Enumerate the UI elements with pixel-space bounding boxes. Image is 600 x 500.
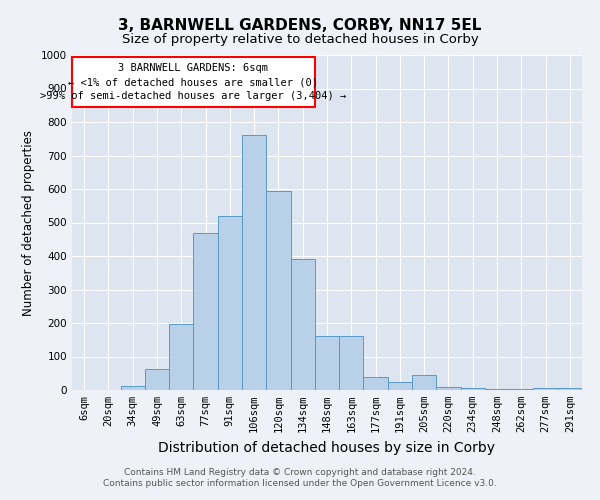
Bar — [290, 260, 315, 390]
Bar — [72, 58, 315, 107]
Bar — [193, 233, 218, 390]
Bar — [121, 386, 145, 390]
Bar — [436, 388, 461, 390]
Bar — [169, 324, 193, 390]
Text: Contains HM Land Registry data © Crown copyright and database right 2024.
Contai: Contains HM Land Registry data © Crown c… — [103, 468, 497, 487]
Bar — [461, 388, 485, 390]
Bar — [388, 382, 412, 390]
Bar — [364, 376, 388, 390]
Text: 3, BARNWELL GARDENS, CORBY, NN17 5EL: 3, BARNWELL GARDENS, CORBY, NN17 5EL — [118, 18, 482, 32]
Bar — [412, 376, 436, 390]
Bar — [485, 389, 509, 390]
Bar — [315, 336, 339, 390]
Bar — [266, 190, 290, 390]
Bar — [558, 388, 582, 390]
X-axis label: Distribution of detached houses by size in Corby: Distribution of detached houses by size … — [158, 440, 496, 454]
Bar — [242, 136, 266, 390]
Text: Size of property relative to detached houses in Corby: Size of property relative to detached ho… — [122, 32, 478, 46]
Bar — [533, 388, 558, 390]
Bar — [339, 336, 364, 390]
Bar — [218, 216, 242, 390]
Text: 3 BARNWELL GARDENS: 6sqm
← <1% of detached houses are smaller (0)
>99% of semi-d: 3 BARNWELL GARDENS: 6sqm ← <1% of detach… — [40, 63, 347, 101]
Y-axis label: Number of detached properties: Number of detached properties — [22, 130, 35, 316]
Bar — [145, 369, 169, 390]
